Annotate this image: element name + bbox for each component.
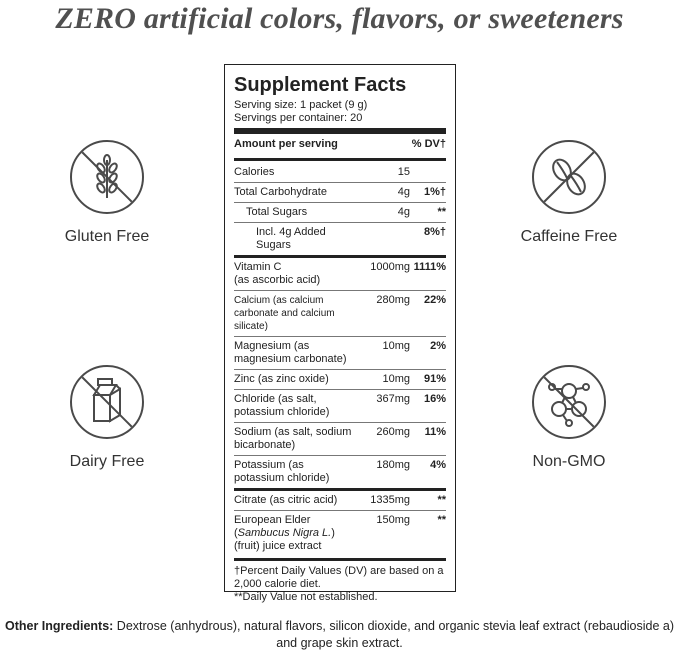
facts-row: Citrate (as citric acid) 1335mg ** (234, 488, 446, 510)
ingredients-label: Other Ingredients: (4, 619, 114, 633)
nutrient-dv: 16% (423, 393, 446, 405)
nutrient-name: Calcium (as calcium carbonate and calciu… (234, 295, 335, 332)
nutrient-amount: 280mg (376, 294, 410, 306)
divider (234, 128, 446, 134)
nutrient-dv: 2% (430, 340, 446, 352)
facts-row: Chloride (as salt, potassium chloride) 3… (234, 389, 446, 422)
other-ingredients: Other Ingredients: Dextrose (anhydrous),… (0, 618, 679, 651)
nutrient-amount: 367mg (376, 393, 410, 405)
headline: ZERO artificial colors, flavors, or swee… (55, 2, 624, 35)
facts-row: Total Sugars 4g ** (234, 202, 446, 222)
facts-row: Zinc (as zinc oxide) 10mg 91% (234, 369, 446, 389)
nutrient-name: Sodium (as salt, sodium bicarbonate) (234, 426, 352, 451)
caffeine-free-label: Caffeine Free (520, 228, 618, 245)
coffee-bean-crossed-icon (532, 140, 606, 214)
nutrient-amount: 180mg (376, 459, 410, 471)
nutrient-dv: 1%† (423, 186, 446, 198)
facts-row: Sodium (as salt, sodium bicarbonate) 260… (234, 422, 446, 455)
nutrient-name: Total Carbohydrate (234, 186, 327, 198)
nutrient-dv: 4% (430, 459, 446, 471)
footnote-dv: †Percent Daily Values (DV) are based on … (234, 565, 444, 590)
nutrient-dv: 1111% (413, 261, 446, 273)
facts-row: Calcium (as calcium carbonate and calciu… (234, 290, 446, 336)
non-gmo-badge: Non-GMO (494, 365, 644, 471)
nutrient-name: Potassium (as potassium chloride) (234, 459, 330, 484)
supplement-facts-panel: Supplement Facts Serving size: 1 packet … (224, 64, 456, 603)
nutrient-amount: 4g (397, 206, 410, 218)
nutrient-amount: 260mg (376, 426, 410, 438)
facts-row: Potassium (as potassium chloride) 180mg … (234, 455, 446, 488)
amount-per-serving-header: Amount per serving (234, 138, 338, 150)
nutrient-dv: 11% (424, 426, 446, 438)
facts-row: European Elder (Sambucus Nigra L.) (frui… (234, 510, 446, 556)
nutrient-name: Vitamin C (as ascorbic acid) (234, 261, 321, 286)
nutrient-dv: ** (437, 206, 446, 218)
nutrient-dv: 91% (423, 373, 446, 385)
nutrient-name: Magnesium (as magnesium carbonate) (234, 340, 347, 365)
nutrient-amount: 1335mg (370, 494, 410, 506)
gluten-free-badge: Gluten Free (32, 140, 182, 246)
elder-name: European Elder (234, 514, 311, 526)
nutrient-amount: 10mg (382, 373, 410, 385)
footnote-not-established: **Daily Value not established. (234, 591, 378, 603)
facts-row: Vitamin C (as ascorbic acid) 1000mg 1111… (234, 255, 446, 290)
facts-row: Magnesium (as magnesium carbonate) 10mg … (234, 336, 446, 369)
nutrient-dv: 22% (423, 294, 446, 306)
divider (234, 558, 446, 561)
divider (234, 158, 446, 161)
nutrient-dv (410, 166, 446, 179)
nutrient-name: Calories (234, 166, 275, 178)
gluten-free-label: Gluten Free (64, 228, 150, 245)
dv-header: % DV† (411, 138, 446, 150)
servings-per-container: Servings per container: 20 (234, 112, 363, 124)
nutrient-dv: ** (437, 514, 446, 526)
caffeine-free-badge: Caffeine Free (494, 140, 644, 246)
nutrient-amount (354, 226, 410, 252)
nutrient-name: European Elder (Sambucus Nigra L.) (frui… (234, 514, 335, 552)
serving-size: Serving size: 1 packet (9 g) (234, 99, 368, 111)
nutrient-name: Total Sugars (246, 206, 308, 218)
nutrient-dv: 8%† (423, 226, 446, 238)
nutrient-amount: 15 (397, 166, 410, 178)
elder-latin-name: Sambucus Nigra L. (237, 527, 332, 539)
nutrient-dv: ** (437, 494, 446, 506)
facts-row: Total Carbohydrate 4g 1%† (234, 182, 446, 202)
molecule-crossed-icon (532, 365, 606, 439)
nutrient-amount: 150mg (376, 514, 410, 526)
dairy-free-label: Dairy Free (69, 453, 145, 470)
ingredients-text: Dextrose (anhydrous), natural flavors, s… (113, 619, 675, 650)
wheat-crossed-icon (70, 140, 144, 214)
nutrient-name: Incl. 4g Added Sugars (256, 226, 326, 251)
non-gmo-label: Non-GMO (532, 453, 606, 470)
nutrient-name: Citrate (as citric acid) (234, 494, 338, 506)
nutrient-amount: 10mg (382, 340, 410, 352)
facts-row: Calories 15 (234, 163, 446, 182)
nutrient-name: Chloride (as salt, potassium chloride) (234, 393, 330, 418)
facts-header: Amount per serving % DV† (234, 137, 446, 154)
facts-title: Supplement Facts (234, 74, 407, 96)
dairy-free-badge: Dairy Free (32, 365, 182, 471)
nutrient-amount: 4g (397, 186, 410, 198)
nutrient-amount: 1000mg (370, 261, 410, 273)
milk-carton-crossed-icon (70, 365, 144, 439)
facts-row: Incl. 4g Added Sugars 8%† (234, 222, 446, 255)
elder-extract: (fruit) juice extract (234, 540, 322, 552)
nutrient-name: Zinc (as zinc oxide) (234, 373, 329, 385)
